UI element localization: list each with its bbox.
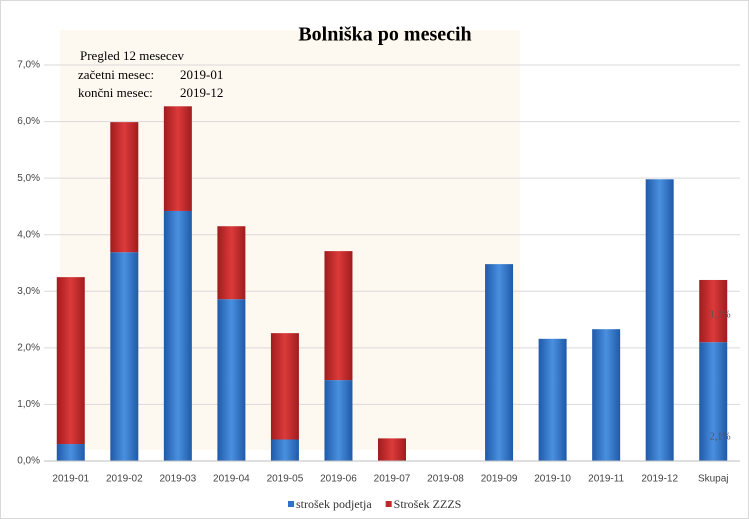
annotation: Pregled 12 mesecev xyxy=(80,48,184,63)
legend-swatch xyxy=(288,501,294,507)
legend-label: Strošek ZZZS xyxy=(394,497,462,511)
bar-segment xyxy=(56,277,85,445)
bar-segment xyxy=(485,264,514,461)
x-tick-label: 2019-11 xyxy=(588,474,624,485)
y-tick-label: 0,0% xyxy=(17,456,40,467)
y-tick-label: 3,0% xyxy=(17,286,40,297)
y-tick-label: 1,0% xyxy=(17,399,40,410)
x-tick-label: 2019-09 xyxy=(481,474,518,485)
annotation: 2019-01 xyxy=(180,67,223,82)
bar-segment xyxy=(378,438,406,461)
bar-segment xyxy=(324,251,353,381)
annotation: 2019-12 xyxy=(180,85,223,100)
bar-segment xyxy=(163,210,192,461)
x-tick-label: 2019-10 xyxy=(534,474,571,485)
y-tick-label: 7,0% xyxy=(17,60,40,71)
bar-segment xyxy=(56,444,85,461)
x-tick-label: 2019-01 xyxy=(52,474,89,485)
bar-segment xyxy=(270,439,299,461)
x-tick-label: 2019-04 xyxy=(213,474,250,485)
data-label: 2,1% xyxy=(710,432,731,443)
bar-segment xyxy=(699,342,728,461)
x-tick-label: 2019-02 xyxy=(106,474,143,485)
bar-segment xyxy=(645,179,674,461)
bar-segment xyxy=(217,299,246,461)
x-tick-label: 2019-05 xyxy=(267,474,304,485)
bar-segment xyxy=(163,106,192,211)
y-tick-label: 4,0% xyxy=(17,229,40,240)
x-tick-label: 2019-07 xyxy=(374,474,411,485)
bar-segment xyxy=(110,122,139,253)
x-tick-label: 2019-06 xyxy=(320,474,357,485)
y-tick-label: 2,0% xyxy=(17,342,40,353)
bar-segment xyxy=(270,333,299,440)
x-tick-label: 2019-08 xyxy=(427,474,464,485)
legend-swatch xyxy=(385,501,392,507)
chart-title: Bolniška po mesecih xyxy=(298,24,471,46)
bar-segment xyxy=(110,252,139,461)
bar-segment xyxy=(324,380,353,461)
legend-label: strošek podjetja xyxy=(296,497,372,511)
bar-segment xyxy=(217,226,246,300)
x-tick-label: Skupaj xyxy=(698,474,729,485)
x-tick-label: 2019-12 xyxy=(641,474,678,485)
x-tick-label: 2019-03 xyxy=(159,474,196,485)
annotation: začetni mesec: xyxy=(78,67,154,82)
annotation: končni mesec: xyxy=(78,85,153,100)
y-tick-label: 5,0% xyxy=(17,173,40,184)
bar-segment xyxy=(592,329,621,461)
y-tick-label: 6,0% xyxy=(17,116,40,127)
bar-segment xyxy=(538,338,567,461)
bar-segment xyxy=(699,279,728,343)
data-label: 1,1% xyxy=(710,309,731,320)
